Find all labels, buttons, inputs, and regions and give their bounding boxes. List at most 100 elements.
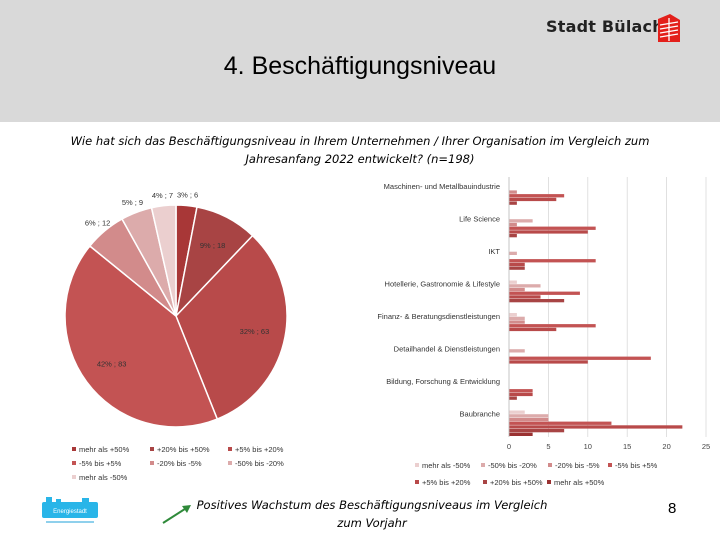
legend-swatch xyxy=(547,480,551,484)
bar xyxy=(509,429,565,433)
bar xyxy=(509,356,651,360)
legend-swatch xyxy=(483,480,487,484)
bar xyxy=(509,284,541,288)
pie-data-label: 3% ; 6 xyxy=(177,191,198,200)
legend-swatch xyxy=(228,447,232,451)
bar xyxy=(509,230,588,234)
legend-swatch xyxy=(415,480,419,484)
legend-swatch xyxy=(150,447,154,451)
legend-label: -20% bis -5% xyxy=(157,459,202,468)
legend-swatch xyxy=(415,463,419,467)
category-label: Bildung, Forschung & Entwicklung xyxy=(386,377,500,386)
legend-label: +5% bis +20% xyxy=(422,478,471,487)
legend-label: -20% bis -5% xyxy=(555,461,600,470)
x-tick-label: 5 xyxy=(546,442,550,451)
bar xyxy=(509,226,596,230)
pie-data-label: 42% ; 83 xyxy=(97,359,127,368)
bar xyxy=(509,425,683,429)
bar xyxy=(509,313,517,317)
x-tick-label: 10 xyxy=(584,442,592,451)
bar-chart: 0 5 10 15 20 25 Maschinen- und Metallbauindust… xyxy=(377,177,710,487)
category-label: Life Science xyxy=(459,215,500,224)
pie-slice xyxy=(150,204,177,317)
legend-label: -5% bis +5% xyxy=(79,459,122,468)
x-tick-label: 25 xyxy=(702,442,710,451)
category-label: IKT xyxy=(488,247,500,256)
bar xyxy=(509,194,565,198)
pie-data-label: 9% ; 18 xyxy=(200,241,225,250)
legend-label: +20% bis +50% xyxy=(490,478,543,487)
pie-slice xyxy=(64,244,219,428)
legend-label: mehr als -50% xyxy=(79,473,128,482)
bar xyxy=(509,251,517,255)
bar xyxy=(509,421,612,425)
city-logo-icon xyxy=(658,14,680,42)
bar xyxy=(509,316,525,320)
legend-swatch xyxy=(548,463,552,467)
legend-swatch xyxy=(72,475,76,479)
page-number: 8 xyxy=(668,500,677,517)
bar xyxy=(509,327,557,332)
survey-question: Wie hat sich das Beschäftigungsniveau in… xyxy=(70,134,650,166)
pie-slice xyxy=(175,234,288,421)
bar xyxy=(509,299,565,303)
bar xyxy=(509,197,557,202)
bar xyxy=(509,222,517,227)
legend-swatch xyxy=(72,447,76,451)
footer-note: Positives Wachstum des Beschäftigungsniv… xyxy=(196,498,548,530)
legend-swatch xyxy=(481,463,485,467)
bar xyxy=(509,432,533,436)
legend-label: -5% bis +5% xyxy=(615,461,658,470)
bar xyxy=(509,360,588,364)
category-label: Finanz- & Beratungsdienstleistungen xyxy=(377,312,500,321)
bar xyxy=(509,389,533,393)
energiestadt-logo: Energiestadt xyxy=(42,497,98,523)
bar xyxy=(509,349,525,353)
bar xyxy=(509,190,517,194)
pie-data-label: 6% ; 12 xyxy=(85,219,110,228)
legend-label: mehr als +50% xyxy=(79,445,130,454)
pie-data-label: 4% ; 7 xyxy=(152,191,173,200)
legend-label: mehr als +50% xyxy=(554,478,605,487)
legend-label: -50% bis -20% xyxy=(235,459,284,468)
slide-title: 4. Beschäftigungsniveau xyxy=(223,52,497,80)
x-tick-label: 15 xyxy=(623,442,631,451)
bar xyxy=(509,417,549,422)
header-bar: Stadt Bülach 4. Beschäftigungsniveau xyxy=(0,0,720,122)
energiestadt-label: Energiestadt xyxy=(53,509,87,515)
bar xyxy=(509,287,525,292)
legend-label: +5% bis +20% xyxy=(235,445,284,454)
x-tick-label: 0 xyxy=(507,442,511,451)
category-label: Hotellerie, Gastronomie & Lifestyle xyxy=(385,280,500,289)
bar xyxy=(509,291,580,295)
legend-label: mehr als -50% xyxy=(422,461,471,470)
bar xyxy=(509,392,533,397)
bar xyxy=(509,280,517,284)
bar xyxy=(509,414,549,418)
bar xyxy=(509,396,517,400)
legend-label: +20% bis +50% xyxy=(157,445,210,454)
brand-name: Stadt Bülach xyxy=(546,17,664,36)
pie-data-label: 5% ; 9 xyxy=(122,198,143,207)
bar xyxy=(509,219,533,223)
x-tick-label: 20 xyxy=(662,442,670,451)
legend-swatch xyxy=(72,461,76,465)
bar xyxy=(509,201,517,205)
category-label: Detailhandel & Dienstleistungen xyxy=(394,345,500,354)
bar xyxy=(509,259,596,263)
bar xyxy=(509,266,525,270)
bar xyxy=(509,320,525,324)
bar xyxy=(509,324,596,328)
bar xyxy=(509,295,541,299)
category-label: Maschinen- und Metallbauindustrie xyxy=(384,182,500,191)
category-label: Baubranche xyxy=(460,410,500,419)
pie-data-label: 32% ; 63 xyxy=(240,327,270,336)
pie-chart: 3% ; 6 9% ; 18 32% ; 63 42% ; 83 6% ; 12 5% ;… xyxy=(64,191,288,482)
trend-arrow-icon xyxy=(162,505,191,524)
bar xyxy=(509,262,525,267)
legend-swatch xyxy=(608,463,612,467)
legend-label: -50% bis -20% xyxy=(488,461,537,470)
legend-swatch xyxy=(228,461,232,465)
legend-swatch xyxy=(150,461,154,465)
bar xyxy=(509,234,517,238)
